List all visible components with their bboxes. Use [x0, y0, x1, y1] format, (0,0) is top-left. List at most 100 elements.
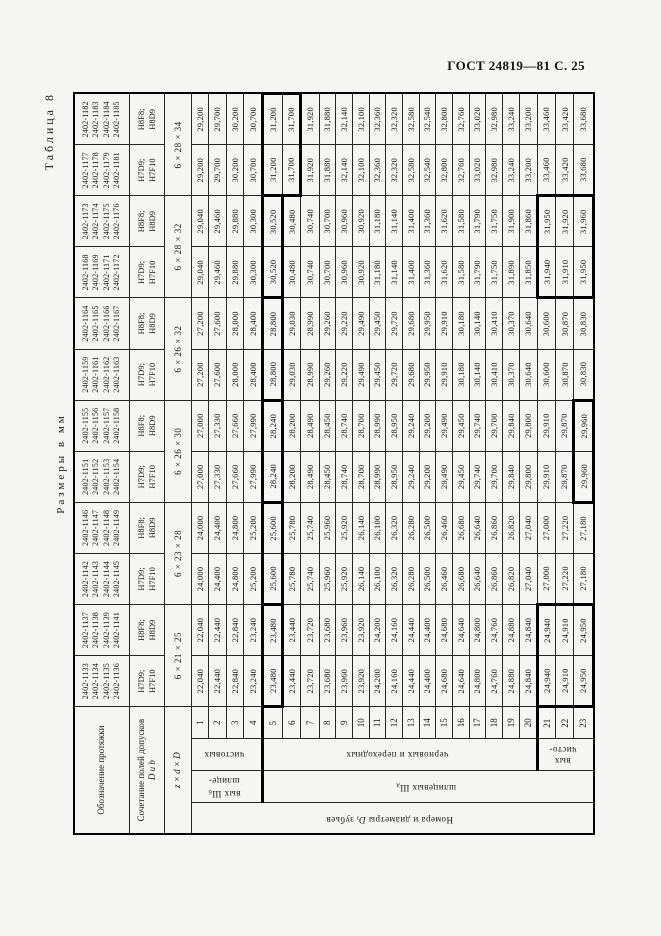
- tooth-diameter-cell: 29,720: [385, 349, 403, 401]
- tooth-diameter-cell: 29,260: [319, 349, 336, 401]
- tooth-diameter-cell: 28,000: [226, 297, 244, 350]
- tooth-diameter-cell: 24,800: [469, 604, 486, 656]
- spline-size-cell: 6 × 28 × 34: [164, 93, 191, 196]
- tooth-diameter-cell: 25,920: [335, 553, 353, 605]
- tolerance-cell: H7D9; H7F10: [129, 451, 164, 503]
- broach-designation: 2402-1139: [101, 612, 111, 649]
- tooth-number-cell: 10: [352, 706, 370, 739]
- tooth-diameter-cell: 28,240: [262, 400, 283, 452]
- tooth-diameter-cell: 25,200: [243, 553, 263, 605]
- tooth-diameter-cell: 25,780: [282, 553, 301, 605]
- tooth-diameter-cell: 29,680: [402, 349, 420, 401]
- tooth-diameter-cell: 33,020: [469, 93, 486, 145]
- tooth-diameter-cell: 27,600: [208, 349, 227, 401]
- tooth-diameter-cell: 27,040: [519, 553, 538, 605]
- tooth-row: 18 24,760 24,760 26,860 26,860 29,700 29,700 30…: [485, 93, 503, 835]
- tooth-diameter-cell: 32,140: [335, 144, 353, 196]
- tooth-diameter-cell: 25,600: [262, 502, 283, 554]
- tooth-row: 19 24,880 24,880 26,820 26,820 29,840 29,840 30…: [502, 93, 520, 835]
- tooth-diameter-cell: 23,480: [262, 604, 283, 656]
- tooth-diameter-cell: 26,460: [435, 502, 453, 554]
- broach-designation: 2402-1169: [91, 254, 101, 291]
- tooth-diameter-cell: 24,680: [435, 604, 453, 656]
- tooth-diameter-cell: 23,440: [282, 655, 301, 707]
- designation-cell: 2402-1159 2402-1161 2402-1162 2402-1163: [74, 349, 129, 401]
- rough-transition-header-cell: черновых и переходных: [262, 738, 538, 771]
- finishing-bottom-header-cell: чисто-вых: [537, 738, 594, 771]
- tolerance-cell: H8F8; H8D9: [129, 400, 164, 452]
- tooth-diameter-cell: 27,200: [191, 349, 209, 401]
- tooth-diameter-cell: 29,450: [452, 400, 470, 452]
- tooth-diameter-cell: 29,740: [469, 400, 486, 452]
- tooth-diameter-cell: 27,600: [208, 297, 227, 350]
- tooth-diameter-cell: 32,140: [335, 93, 353, 145]
- tooth-diameter-cell: 29,240: [402, 451, 420, 503]
- tooth-diameter-cell: 31,180: [369, 195, 386, 247]
- tolerance-row: Сочетание полей допусков D и b H7D9; H7F10 H…: [129, 93, 164, 834]
- tooth-row: 6 23,440 23,440 25,780 25,780 28,200 28,200 29,…: [282, 93, 301, 835]
- tooth-diameter-cell: 32,580: [402, 93, 420, 145]
- broach-dimensions-table: Обозначение протяжки 2402-1133 2402-1134 24…: [73, 92, 595, 835]
- tooth-diameter-cell: 30,300: [243, 246, 263, 298]
- tooth-diameter-cell: 28,990: [300, 349, 320, 401]
- tooth-diameter-cell: 30,140: [469, 349, 486, 401]
- tooth-diameter-cell: 26,140: [352, 502, 370, 554]
- tooth-diameter-cell: 26,280: [402, 553, 420, 605]
- broach-designation: 2402-1174: [91, 203, 101, 240]
- tooth-diameter-cell: 29,880: [226, 195, 244, 247]
- tooth-diameter-cell: 24,800: [226, 553, 244, 605]
- tooth-number-cell: 20: [519, 706, 538, 739]
- tooth-diameter-cell: 28,240: [262, 451, 283, 503]
- tooth-diameter-cell: 24,760: [485, 604, 503, 656]
- tooth-diameter-cell: 31,200: [262, 93, 283, 145]
- tooth-row: 22 24,910 24,910 27,220 27,220 29,870 29,870 30…: [555, 93, 574, 835]
- tooth-row: 16 24,640 24,640 26,680 26,680 29,450 29,450 30…: [452, 93, 470, 835]
- tolerance-cell: H7D9; H7F10: [129, 246, 164, 298]
- tooth-diameter-cell: 29,950: [419, 297, 436, 350]
- tooth-diameter-cell: 29,450: [452, 451, 470, 503]
- tooth-diameter-cell: 31,200: [262, 144, 283, 196]
- tooth-diameter-cell: 24,910: [555, 604, 574, 656]
- tolerance-cell: H7D9; H7F10: [129, 349, 164, 401]
- tooth-diameter-cell: 32,800: [435, 144, 453, 196]
- tooth-diameter-cell: 31,140: [385, 246, 403, 298]
- tooth-diameter-cell: 24,640: [452, 604, 470, 656]
- tooth-diameter-cell: 29,700: [485, 400, 503, 452]
- broach-designation: 2402-1143: [91, 560, 101, 598]
- tooth-number-cell: 2: [208, 706, 227, 739]
- tooth-diameter-cell: 23,720: [300, 604, 320, 656]
- tooth-diameter-cell: 24,400: [419, 604, 436, 656]
- tooth-diameter-cell: 28,990: [369, 400, 386, 452]
- designation-cell: 2402-1182 2402-1183 2402-1184 2402-1185: [74, 93, 129, 145]
- tooth-diameter-cell: 28,950: [385, 400, 403, 452]
- tooth-number-cell: 21: [537, 706, 556, 739]
- tooth-diameter-cell: 31,900: [502, 195, 520, 247]
- tooth-diameter-cell: 23,960: [335, 604, 353, 656]
- broach-designation: 2402-1134: [91, 663, 101, 700]
- tooth-number-cell: 23: [573, 706, 594, 739]
- tooth-diameter-cell: 30,640: [519, 349, 538, 401]
- tooth-diameter-cell: 30,180: [452, 297, 470, 350]
- broach-designation: 2402-1182: [80, 101, 90, 138]
- tooth-diameter-cell: 23,920: [352, 655, 370, 707]
- broach-designation: 2402-1163: [112, 356, 122, 393]
- tooth-number-cell: 13: [402, 706, 420, 739]
- tooth-diameter-cell: 31,140: [385, 195, 403, 247]
- tooth-diameter-cell: 24,440: [402, 655, 420, 707]
- tooth-diameter-cell: 29,870: [555, 451, 574, 503]
- tooth-diameter-cell: 29,840: [502, 400, 520, 452]
- tooth-row: 15 24,680 24,680 26,460 26,460 29,490 29,490 29…: [435, 93, 453, 835]
- broach-designation: 2402-1172: [112, 254, 122, 291]
- tooth-row: 7 23,720 23,720 25,740 25,740 28,490 28,490 28,…: [300, 93, 320, 835]
- tooth-diameter-cell: 31,700: [282, 144, 301, 196]
- tooth-diameter-cell: 29,680: [402, 297, 420, 350]
- broach-designation: 2402-1149: [112, 509, 122, 546]
- tooth-diameter-cell: 29,910: [537, 451, 556, 503]
- tooth-diameter-cell: 27,000: [537, 553, 556, 605]
- designation-cell: 2402-1151 2402-1152 2402-1153 2402-1154: [74, 451, 129, 503]
- broach-designation: 2402-1146: [80, 509, 90, 546]
- tooth-diameter-cell: 33,200: [519, 93, 538, 145]
- tooth-diameter-cell: 31,700: [282, 93, 301, 145]
